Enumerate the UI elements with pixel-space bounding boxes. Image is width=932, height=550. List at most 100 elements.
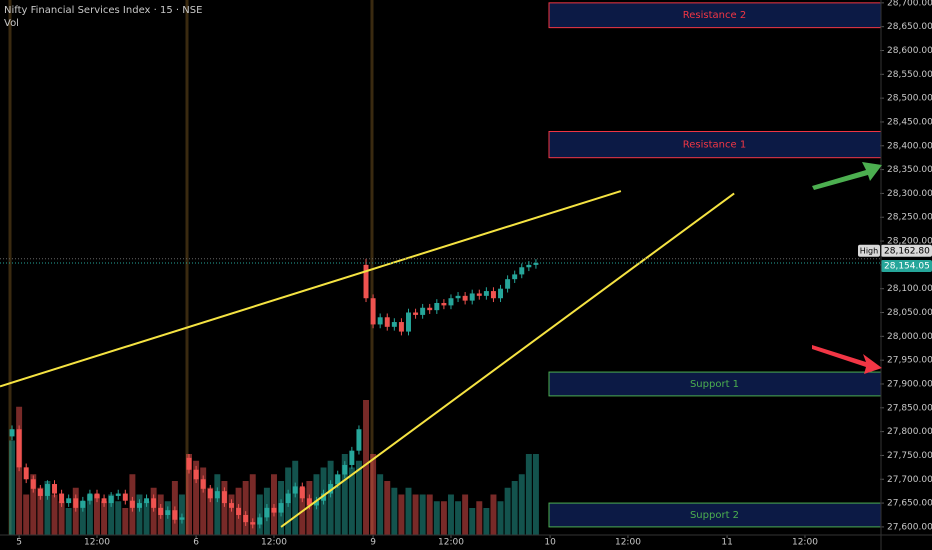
volume-bar (30, 474, 37, 535)
candle-body (37, 488, 43, 496)
volume-bar (448, 494, 454, 535)
volume-bar (490, 494, 497, 535)
candle-body (236, 507, 242, 515)
volume-bar (94, 494, 100, 535)
candle-body (349, 450, 355, 465)
volume-bar (9, 440, 16, 535)
candle-body (476, 293, 482, 296)
volume-bar (469, 508, 476, 535)
candle-body (406, 312, 411, 332)
volume-bar (398, 494, 405, 535)
candle-body (101, 498, 107, 504)
y-tick-label: 28,400.00 (887, 141, 932, 151)
volume-bar (348, 467, 355, 535)
candle-body (52, 484, 57, 494)
volume-bar (115, 501, 122, 535)
y-tick-label: 27,950.00 (887, 356, 932, 366)
volume-bar (122, 508, 129, 535)
candle-body (321, 493, 327, 501)
x-tick-label: 6 (193, 538, 199, 548)
candle-body (498, 288, 504, 299)
candle-body (193, 469, 199, 480)
volume-bar (334, 474, 341, 535)
volume-bar (292, 460, 299, 535)
zone-label: Support 1 (690, 379, 739, 390)
candle-body (243, 514, 249, 523)
price-tag (881, 259, 932, 272)
y-tick-label: 28,550.00 (887, 70, 932, 80)
candle-body (285, 493, 291, 504)
volume-bar (363, 400, 369, 535)
price-tag-value: 28,154.05 (884, 261, 930, 271)
chart-title: Nifty Financial Services Index · 15 · NS… (4, 5, 202, 16)
arrow (812, 345, 882, 374)
zone-label: Resistance 1 (683, 140, 746, 151)
volume-bar (101, 501, 108, 535)
volume-bar (44, 481, 51, 535)
candle-body (512, 274, 518, 280)
candle-body (519, 267, 525, 275)
volume-bar (455, 501, 462, 535)
y-tick-label: 27,750.00 (887, 451, 932, 461)
candle-body (207, 488, 213, 499)
volume-bar (440, 501, 447, 535)
candle-body (151, 498, 157, 508)
candle-body (306, 498, 312, 506)
candle-body (441, 302, 447, 306)
candle-body (271, 507, 277, 513)
y-tick-label: 28,250.00 (887, 213, 932, 223)
volume-bar (51, 494, 58, 535)
volume-bar (108, 494, 115, 535)
volume-label: Vol (4, 18, 19, 29)
arrow (812, 162, 882, 190)
volume-bar (341, 454, 348, 535)
candle-body (526, 264, 532, 268)
candle-body (335, 474, 341, 485)
volume-bar (207, 487, 214, 535)
candle-body (398, 322, 404, 332)
candle-body (384, 317, 390, 327)
candle-body (328, 484, 334, 494)
y-tick-label: 28,700.00 (887, 0, 932, 8)
volume-bar (391, 487, 398, 535)
candle-body (30, 479, 36, 489)
volume-bar (214, 474, 221, 535)
volume-bar (497, 501, 504, 535)
candle-body (59, 493, 65, 504)
y-tick-label: 27,700.00 (887, 475, 932, 485)
candle-body (342, 464, 348, 475)
candle-body (186, 457, 192, 470)
candle-body (391, 322, 397, 327)
volume-bar (518, 474, 525, 535)
candle-body (278, 503, 284, 513)
candle-body (299, 486, 305, 499)
x-tick-label: 12:00 (261, 538, 287, 548)
candle-body (221, 491, 227, 504)
volume-bar (483, 508, 490, 535)
candle-body (469, 293, 475, 301)
candle-body (129, 500, 135, 508)
price-tag-value: 28,162.80 (884, 246, 930, 256)
zone-label: Resistance 2 (683, 10, 746, 21)
y-tick-label: 28,200.00 (887, 237, 932, 247)
y-tick-label: 27,600.00 (887, 522, 932, 532)
volume-bar (193, 460, 200, 535)
volume-bar (525, 454, 532, 535)
candle-body (16, 429, 22, 468)
candle-body (370, 298, 376, 325)
candle-body (165, 510, 171, 515)
volume-bar (532, 454, 539, 535)
y-tick-label: 28,500.00 (887, 94, 932, 104)
trendline (0, 190, 622, 388)
candle-body (413, 312, 419, 315)
zone (548, 2, 882, 29)
candle-body (179, 517, 185, 520)
candle-body (505, 279, 511, 289)
candle-body (250, 522, 256, 525)
candle-body (448, 298, 454, 306)
volume-bar (370, 454, 377, 535)
candle-body (172, 510, 178, 520)
